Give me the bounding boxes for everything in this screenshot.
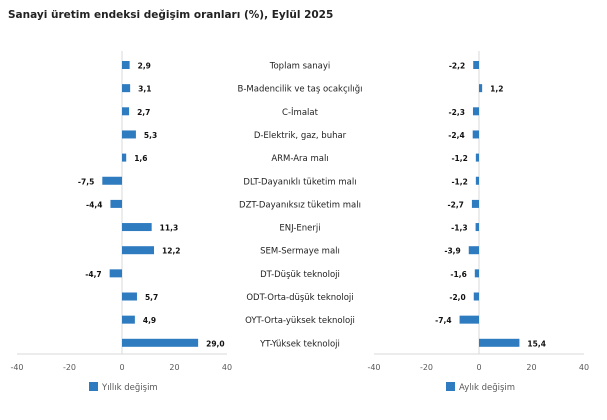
bar: [472, 130, 479, 139]
bar: [122, 130, 136, 139]
category-label: ENJ-Enerji: [279, 224, 320, 234]
bar: [122, 292, 137, 301]
bar: [122, 107, 130, 116]
legend-label: Yıllık değişim: [101, 383, 158, 393]
data-label: 5,7: [145, 293, 158, 302]
category-label: B-Madencilik ve taş ocakçılığı: [238, 85, 363, 95]
chart-title: Sanayi üretim endeksi değişim oranları (…: [8, 9, 334, 21]
category-label: DZT-Dayanıksız tüketim malı: [239, 200, 361, 210]
x-tick-label: -40: [10, 363, 23, 372]
legend-swatch: [446, 382, 455, 391]
x-tick-label: 40: [222, 363, 232, 372]
data-label: -4,7: [85, 270, 101, 279]
data-label: -7,5: [78, 177, 94, 186]
category-label: SEM-Sermaye malı: [260, 247, 340, 257]
x-tick-label: -20: [420, 363, 433, 372]
data-label: 3,1: [138, 85, 151, 94]
bar: [472, 107, 479, 116]
bar: [122, 223, 152, 232]
bar: [122, 153, 127, 162]
category-label: DLT-Dayanıklı tüketim malı: [243, 177, 356, 187]
category-label: Toplam sanayi: [269, 62, 331, 72]
category-label: ODT-Orta-düşük teknoloji: [246, 293, 353, 303]
data-label: -4,4: [86, 200, 102, 209]
data-label: 11,3: [160, 224, 179, 233]
bar: [109, 269, 122, 278]
data-label: -2,4: [448, 131, 464, 140]
bar: [122, 84, 131, 93]
x-tick-label: 20: [526, 363, 536, 372]
data-label: -2,7: [448, 200, 464, 209]
bar: [475, 153, 479, 162]
data-label: -1,6: [450, 270, 466, 279]
bar: [102, 176, 122, 185]
data-label: -3,9: [444, 247, 460, 256]
data-label: 29,0: [206, 339, 225, 348]
data-label: -1,2: [451, 154, 467, 163]
category-label: OYT-Orta-yüksek teknoloji: [245, 316, 355, 326]
bar: [122, 338, 199, 347]
bar: [474, 269, 479, 278]
x-tick-label: 0: [119, 363, 124, 372]
category-label: DT-Düşük teknoloji: [260, 270, 340, 280]
data-label: -2,3: [449, 108, 465, 117]
bar: [479, 338, 520, 347]
bar: [473, 61, 479, 69]
x-tick-label: 0: [476, 363, 481, 372]
data-label: 2,7: [137, 108, 150, 117]
category-label: D-Elektrik, gaz, buhar: [254, 131, 347, 141]
bar: [122, 61, 130, 69]
data-label: -1,3: [451, 224, 467, 233]
category-label: C-İmalat: [282, 107, 319, 118]
data-label: 1,6: [134, 154, 147, 163]
legend-swatch: [89, 382, 98, 391]
data-label: -2,0: [449, 293, 465, 302]
data-label: 2,9: [138, 62, 151, 71]
bar: [471, 199, 479, 208]
x-tick-label: 40: [579, 363, 589, 372]
category-label: YT-Yüksek teknoloji: [259, 339, 340, 349]
bar: [122, 246, 155, 255]
data-label: 12,2: [162, 247, 181, 256]
data-label: -2,2: [449, 62, 465, 71]
bar: [122, 315, 135, 324]
x-tick-label: -20: [63, 363, 76, 372]
bar: [473, 292, 479, 301]
data-label: -7,4: [435, 316, 451, 325]
bar: [475, 176, 479, 185]
data-label: -1,2: [451, 177, 467, 186]
data-label: 15,4: [527, 339, 546, 348]
bar: [468, 246, 479, 255]
bar: [475, 223, 479, 232]
category-label: ARM-Ara malı: [271, 154, 328, 164]
bar: [459, 315, 479, 324]
bar: [110, 199, 122, 208]
legend-label: Aylık değişim: [459, 383, 515, 393]
x-tick-label: -40: [367, 363, 380, 372]
data-label: 1,2: [490, 85, 503, 94]
x-tick-label: 20: [169, 363, 179, 372]
data-label: 5,3: [144, 131, 157, 140]
data-label: 4,9: [143, 316, 156, 325]
bar: [479, 84, 483, 93]
